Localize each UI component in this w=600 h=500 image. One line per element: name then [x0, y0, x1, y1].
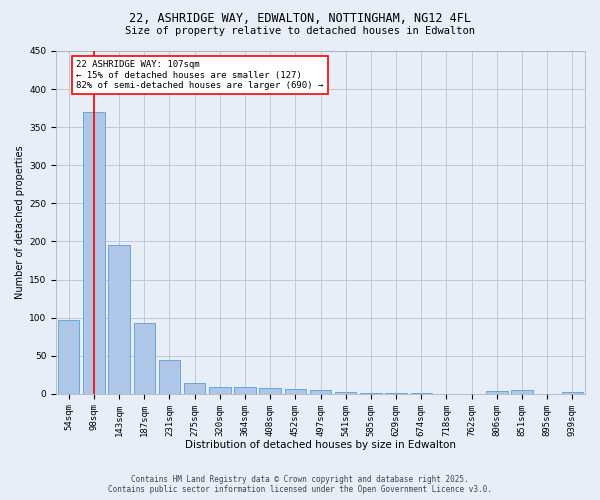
Bar — [410, 393, 432, 394]
Bar — [209, 387, 230, 394]
Bar — [184, 383, 205, 394]
Y-axis label: Number of detached properties: Number of detached properties — [15, 146, 25, 299]
Bar — [284, 390, 306, 394]
Bar — [562, 392, 583, 394]
Bar — [385, 393, 407, 394]
Bar — [235, 387, 256, 394]
Bar — [83, 112, 104, 394]
Bar — [360, 393, 382, 394]
Bar — [58, 320, 79, 394]
Bar — [335, 392, 356, 394]
Text: Size of property relative to detached houses in Edwalton: Size of property relative to detached ho… — [125, 26, 475, 36]
Bar — [134, 323, 155, 394]
Bar — [109, 246, 130, 394]
Bar — [486, 391, 508, 394]
Bar — [259, 388, 281, 394]
Text: Contains HM Land Registry data © Crown copyright and database right 2025.
Contai: Contains HM Land Registry data © Crown c… — [108, 474, 492, 494]
Bar — [159, 360, 180, 394]
Bar — [310, 390, 331, 394]
Text: 22 ASHRIDGE WAY: 107sqm
← 15% of detached houses are smaller (127)
82% of semi-d: 22 ASHRIDGE WAY: 107sqm ← 15% of detache… — [76, 60, 323, 90]
Text: 22, ASHRIDGE WAY, EDWALTON, NOTTINGHAM, NG12 4FL: 22, ASHRIDGE WAY, EDWALTON, NOTTINGHAM, … — [129, 12, 471, 26]
X-axis label: Distribution of detached houses by size in Edwalton: Distribution of detached houses by size … — [185, 440, 456, 450]
Bar — [511, 390, 533, 394]
